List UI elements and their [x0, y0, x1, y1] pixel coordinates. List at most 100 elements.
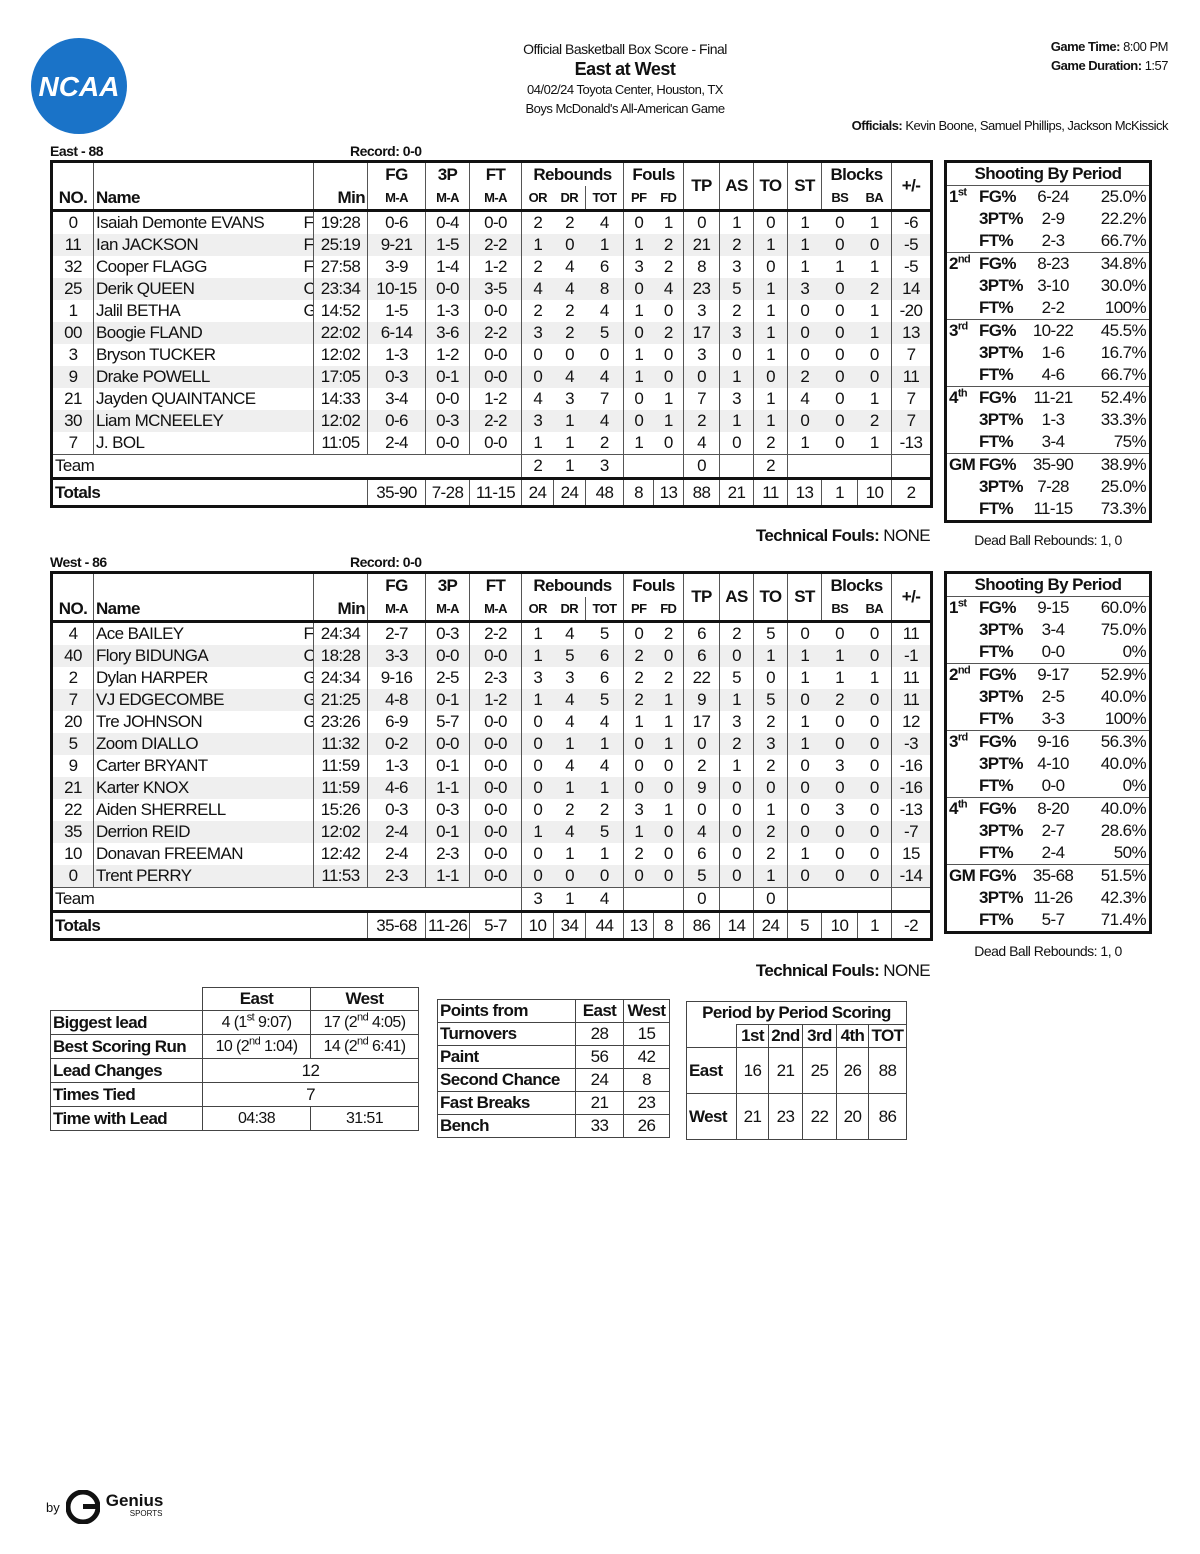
column-header: FG [367, 572, 426, 597]
player-cell: F [303, 234, 314, 256]
label: Game Time: [1050, 39, 1121, 54]
player-cell: 1 [663, 213, 673, 232]
player-cell: 1 [719, 366, 754, 388]
player-cell: 0 [753, 366, 788, 388]
dead-ball-rebounds: Dead Ball Rebounds: 1, 0 [974, 532, 1122, 548]
stat-label: FT% [978, 432, 1014, 451]
player-cell: 1 [553, 410, 586, 432]
shooting-row: 3PT% 1-3 33.3% [946, 409, 1151, 431]
player-cell: 1 [787, 667, 822, 689]
percentage: 100% [1104, 298, 1147, 317]
player-cell: 7 [68, 433, 78, 452]
genius-logo [65, 1490, 100, 1524]
player-cell: 0 [521, 366, 554, 388]
player-cell: 1 [521, 821, 554, 843]
cell [304, 799, 314, 821]
player-cell: 1 [663, 389, 673, 408]
cell [304, 344, 314, 366]
column-header: OR [521, 597, 554, 623]
player-cell: 0 [68, 213, 78, 232]
column-header: Name [93, 572, 314, 623]
player-cell: 0 [787, 689, 822, 711]
player-cell: 14 [891, 278, 932, 300]
player-cell: 3 [683, 300, 720, 322]
stat-row: Lead Changes 12 [50, 1058, 419, 1083]
player-cell: 40 [51, 645, 94, 667]
player-cell: 1 [653, 689, 684, 711]
player-cell: 0 [653, 777, 684, 799]
made-attempted: 9-15 [1037, 598, 1069, 617]
player-cell: 0 [521, 799, 554, 821]
total-cell: 8 [653, 910, 684, 940]
total-cell: 5 [787, 910, 822, 940]
made-attempted: 1-3 [1041, 410, 1065, 429]
player-cell: 12:02 [313, 410, 368, 432]
period-label: 1st [946, 186, 976, 253]
player-cell: 0-1 [425, 689, 470, 711]
suffix: st [246, 1011, 255, 1024]
player-cell: 2 [521, 256, 554, 278]
player-cell: 1 [787, 711, 822, 733]
player-cell: 23 [683, 278, 720, 300]
ncaa-logo: NCAA [31, 38, 127, 134]
player-cell: 0-3 [425, 410, 470, 432]
made-attempted: 7-28 [1037, 477, 1069, 496]
percentage: 38.9% [1100, 455, 1147, 474]
player-cell: -6 [891, 210, 932, 234]
made-attempted: 35-68 [1032, 866, 1074, 885]
player-cell: 1 [787, 645, 822, 667]
player-cell: 4 [599, 756, 609, 775]
points-value: 15 [623, 1022, 670, 1046]
column-header: West [310, 987, 419, 1011]
stat-value: 04:38 [202, 1106, 311, 1131]
technical-value: NONE [883, 526, 930, 545]
player-cell: 4 [553, 278, 586, 300]
player-cell: 11:59 [313, 755, 368, 777]
box-score: NO. Name Min FG 3P FT Rebounds Fouls TP AS TO ST Blo… [50, 571, 934, 941]
player-cell: 3 [719, 711, 754, 733]
period-label: 4th [946, 387, 976, 454]
player-cell: 0 [683, 799, 720, 821]
player-cell: 0 [835, 301, 844, 320]
shooting-row: 1st FG% 9-15 60.0% [946, 597, 1151, 620]
header-row: NO. Name Min FG 3P FT Rebounds Fouls TP AS TO ST Blo… [51, 572, 932, 623]
stat-label: 3PT% [978, 209, 1024, 228]
player-cell: 6 [599, 257, 609, 276]
player-cell: 2 [521, 300, 554, 322]
player-cell: 0-1 [425, 755, 470, 777]
player-cell: 0 [835, 345, 844, 364]
player-cell: 0 [821, 234, 858, 256]
total-cell: 35-68 [367, 910, 426, 940]
player-row: 20 Tre JOHNSON G 23:26 6-9 5-7 0-0 0 4 4 1 1 17 3 2 1 0 0… [52, 711, 932, 733]
player-cell: 4 [653, 278, 684, 300]
player-cell: 4 [599, 301, 609, 320]
period-score: 22 [802, 1093, 837, 1140]
stat-label: FG% [978, 187, 1017, 206]
player-cell: 0 [719, 645, 754, 667]
player-cell: 9 [68, 756, 78, 775]
percentage: 0% [1122, 776, 1147, 795]
stat-label: 3PT% [978, 343, 1024, 362]
player-cell: 5 [719, 278, 754, 300]
player-cell: 0 [521, 733, 554, 755]
points-row: Bench 33 26 [437, 1114, 670, 1138]
made-attempted: 2-5 [1041, 687, 1065, 706]
shooting-row: 3PT% 7-28 25.0% [946, 476, 1151, 498]
header: Official Basketball Box Score - Final Ea… [425, 40, 825, 118]
player-cell: 23:34 [313, 278, 368, 300]
player-cell: 4 [553, 689, 586, 711]
column-header: TOT [584, 597, 624, 623]
player-cell: 1 [869, 213, 879, 232]
player-cell: 1-1 [425, 865, 470, 888]
player-cell: 0 [663, 301, 673, 320]
player-cell: -7 [891, 821, 932, 843]
points-row: Turnovers 28 15 [437, 1022, 670, 1046]
player-cell: Bryson TUCKER [93, 344, 304, 366]
player-cell: 4 [68, 624, 78, 643]
shooting-row: FT% 5-7 71.4% [946, 909, 1151, 933]
percentage: 40.0% [1100, 754, 1147, 773]
team-cell: 0 [753, 887, 788, 912]
stat-value: 10 (2nd 1:04) [202, 1034, 311, 1059]
made-attempted: 10-22 [1032, 321, 1074, 340]
team-cell: 2 [753, 454, 788, 479]
